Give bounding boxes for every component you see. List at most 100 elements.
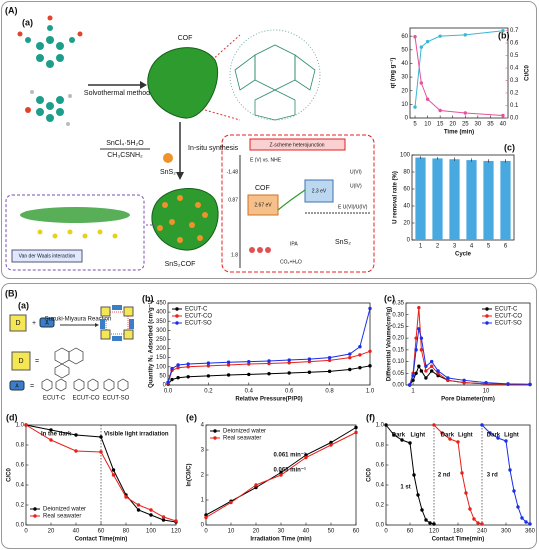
data-point xyxy=(247,372,251,377)
series-line xyxy=(385,424,435,525)
y2-tick-label: 0.6 xyxy=(510,41,519,47)
data-point xyxy=(186,362,190,366)
cof-blob xyxy=(147,47,219,119)
scheme-text: CO₂+H₂O xyxy=(280,259,302,265)
scheme-text: SnCl₄·5H₂O xyxy=(106,140,144,147)
annotation: 3 rd xyxy=(487,473,498,479)
legend-label: ECUT-C xyxy=(495,307,518,313)
data-point xyxy=(247,362,251,366)
data-point xyxy=(226,360,231,364)
bar xyxy=(483,160,494,240)
data-point xyxy=(506,382,510,386)
data-point xyxy=(414,371,418,375)
x-tick-label: 60 xyxy=(353,529,360,535)
x-axis-label: Contact Time(min) xyxy=(432,537,485,543)
x-axis-label: Pore Diameter(nm) xyxy=(441,397,495,403)
scheme-text: COF xyxy=(255,185,270,192)
annotation: Dark xyxy=(487,433,501,439)
arrow-head xyxy=(176,172,184,180)
plus: + xyxy=(32,320,36,327)
scheme-text: 2.3 eV xyxy=(312,188,327,194)
data-point xyxy=(327,369,332,374)
legend-marker xyxy=(33,507,37,511)
data-point xyxy=(384,423,388,427)
data-point xyxy=(413,35,417,39)
panel-label: (b) xyxy=(142,293,154,303)
data-point xyxy=(136,508,141,512)
x-tick-label: 80 xyxy=(123,529,130,535)
y-tick-label: 50 xyxy=(159,373,166,379)
x-tick-label: 20 xyxy=(449,122,456,128)
cof-band xyxy=(247,194,279,216)
scheme-text: D xyxy=(18,358,23,365)
data-point xyxy=(358,353,362,357)
annotation: Light xyxy=(410,433,425,439)
data-point xyxy=(348,367,352,372)
x-tick-label: 1.0 xyxy=(366,389,375,395)
holes xyxy=(249,247,271,253)
sns2-band xyxy=(304,179,334,203)
y-tick-label: 3 xyxy=(201,448,205,454)
series-line xyxy=(481,424,531,525)
sns2-ball xyxy=(163,153,173,163)
data-point xyxy=(501,113,505,118)
data-point xyxy=(425,97,430,101)
panel-label: (f) xyxy=(366,412,375,422)
data-point xyxy=(417,305,421,310)
data-point xyxy=(254,483,258,487)
y-tick-label: 0.2 xyxy=(376,503,385,509)
data-point xyxy=(354,425,358,430)
data-point xyxy=(428,521,432,525)
data-point xyxy=(430,364,434,368)
data-point xyxy=(420,508,424,512)
data-point xyxy=(430,359,434,364)
legend-marker xyxy=(485,321,489,325)
scheme-text: E U(VI)/U(IV) xyxy=(338,204,368,210)
data-point xyxy=(368,306,372,311)
data-point xyxy=(438,34,442,38)
data-point xyxy=(348,355,352,360)
scheme-text: SnS₂ xyxy=(160,169,176,176)
data-point xyxy=(24,423,28,427)
y-tick-label: 0.15 xyxy=(392,347,404,353)
data-point xyxy=(417,364,421,368)
donor xyxy=(11,351,31,371)
y-tick-label: 40 xyxy=(401,61,408,67)
legend-marker xyxy=(33,514,37,518)
x-tick-label: 120 xyxy=(171,529,182,535)
x-tick-label: 5 xyxy=(487,244,491,250)
plot-frame xyxy=(405,302,531,386)
x-tick-label: 15 xyxy=(437,122,444,128)
data-point xyxy=(99,450,103,454)
annotation: Visible light irradiation xyxy=(104,432,169,438)
plot-frame xyxy=(411,154,515,241)
data-point xyxy=(501,29,505,33)
bar xyxy=(500,160,511,240)
x-tick-label: 300 xyxy=(501,529,512,535)
y2-tick-label: 0.5 xyxy=(510,53,519,59)
data-point xyxy=(463,111,467,115)
data-point xyxy=(287,361,291,365)
series-line xyxy=(25,424,177,523)
scheme-text: U(VI) xyxy=(350,169,362,175)
zoom-line xyxy=(211,34,241,61)
x-axis-label: Relative Pressure(P/P0) xyxy=(235,397,302,403)
legend-label: Deionized water xyxy=(43,507,86,513)
data-point xyxy=(430,369,434,373)
scheme-text: 2.67 eV xyxy=(254,202,272,208)
x-tick-label: 0 xyxy=(24,529,28,535)
data-point xyxy=(174,519,178,523)
y-tick-label: 10 xyxy=(401,102,408,108)
x-tick-label: 60 xyxy=(407,529,414,535)
data-point xyxy=(354,430,358,435)
y-tick-label: 1 xyxy=(201,498,205,504)
data-point xyxy=(307,370,312,374)
acceptor xyxy=(9,380,25,391)
data-point xyxy=(480,522,484,526)
y2-tick-label: 0.1 xyxy=(510,103,519,109)
x-tick-label: 10 xyxy=(228,529,235,535)
data-point xyxy=(99,435,103,439)
scheme-text: CH₃CSNH₂ xyxy=(107,152,143,159)
y-tick-label: 60 xyxy=(401,34,408,40)
